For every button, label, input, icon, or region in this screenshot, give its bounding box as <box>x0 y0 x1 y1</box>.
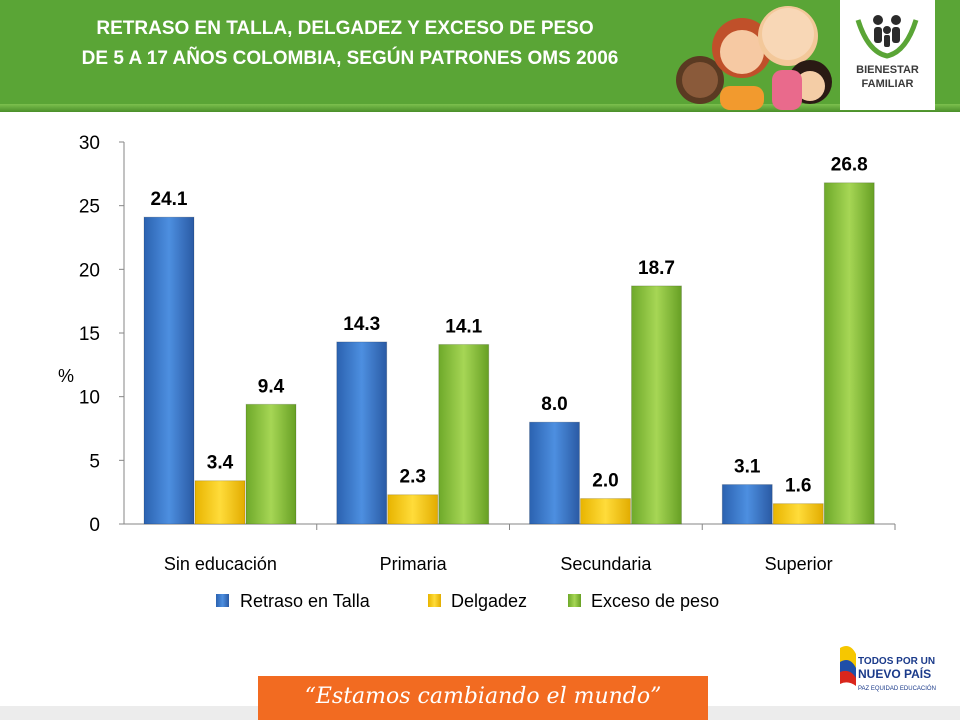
data-label: 8.0 <box>541 394 567 415</box>
bar <box>721 484 773 525</box>
page-title-line2: DE 5 A 17 AÑOS COLOMBIA, SEGÚN PATRONES … <box>81 48 619 69</box>
bar-chart: 0 5 10 15 20 25 30% Sin educación 24.1 3.4 9.4 Prim… <box>58 133 896 611</box>
gov-line3: PAZ EQUIDAD EDUCACIÓN <box>858 686 936 692</box>
y-tick-label: 0 <box>89 515 100 536</box>
y-tick-label: 15 <box>79 324 100 345</box>
y-tick-label: 20 <box>79 260 100 281</box>
data-label: 24.1 <box>151 189 188 210</box>
slogan-banner: “Estamos cambiando el mundo” <box>258 676 708 720</box>
bar <box>438 343 490 525</box>
data-label: 3.4 <box>207 453 234 474</box>
family-icon <box>855 15 919 59</box>
data-label: 14.1 <box>445 316 482 337</box>
y-tick-label: 10 <box>79 388 100 409</box>
legend-label: Delgadez <box>451 591 527 611</box>
bar <box>143 216 195 525</box>
bar <box>823 182 875 525</box>
data-label: 18.7 <box>638 258 675 279</box>
x-tick-label: Secundaria <box>560 554 652 574</box>
logo-line1: BIENESTAR <box>856 64 919 76</box>
data-label: 14.3 <box>343 314 380 335</box>
y-tick-label: 5 <box>89 451 100 472</box>
logo-line2: FAMILIAR <box>861 78 914 90</box>
bar <box>772 503 824 525</box>
bar <box>245 403 297 525</box>
data-label: 2.0 <box>592 471 618 492</box>
legend-label: Retraso en Talla <box>240 591 371 611</box>
bar <box>194 480 246 525</box>
data-label: 3.1 <box>734 457 761 478</box>
y-axis-label: % <box>58 366 74 386</box>
x-tick-label: Primaria <box>380 554 448 574</box>
x-tick-label: Sin educación <box>164 554 277 574</box>
bar <box>631 285 682 525</box>
data-label: 9.4 <box>258 376 285 397</box>
page-title-line1: RETRASO EN TALLA, DELGADEZ Y EXCESO DE P… <box>96 18 594 39</box>
y-tick-label: 25 <box>79 197 100 218</box>
legend-swatch <box>216 594 229 607</box>
bar <box>529 421 580 525</box>
bar <box>580 498 631 525</box>
bienestar-logo: BIENESTAR FAMILIAR <box>840 0 935 110</box>
x-tick-label: Superior <box>765 554 833 574</box>
y-tick-label: 30 <box>79 133 100 154</box>
data-label: 26.8 <box>831 155 868 176</box>
slogan-text: “Estamos cambiando el mundo” <box>304 684 662 709</box>
legend-swatch <box>568 594 581 607</box>
colombia-flag-icon <box>840 646 856 686</box>
legend-swatch <box>428 594 441 607</box>
children-illustration <box>676 6 832 110</box>
legend-label: Exceso de peso <box>591 591 719 611</box>
gov-line1: TODOS POR UN <box>858 656 936 667</box>
bar <box>387 494 439 525</box>
bar <box>336 341 388 525</box>
data-label: 1.6 <box>785 476 811 497</box>
gov-line2: NUEVO PAÍS <box>858 667 932 681</box>
data-label: 2.3 <box>400 467 426 488</box>
chart-area: 0 5 10 15 20 25 30% Sin educación 24.1 3.4 9.4 Prim… <box>0 112 960 632</box>
header-band <box>0 104 960 112</box>
